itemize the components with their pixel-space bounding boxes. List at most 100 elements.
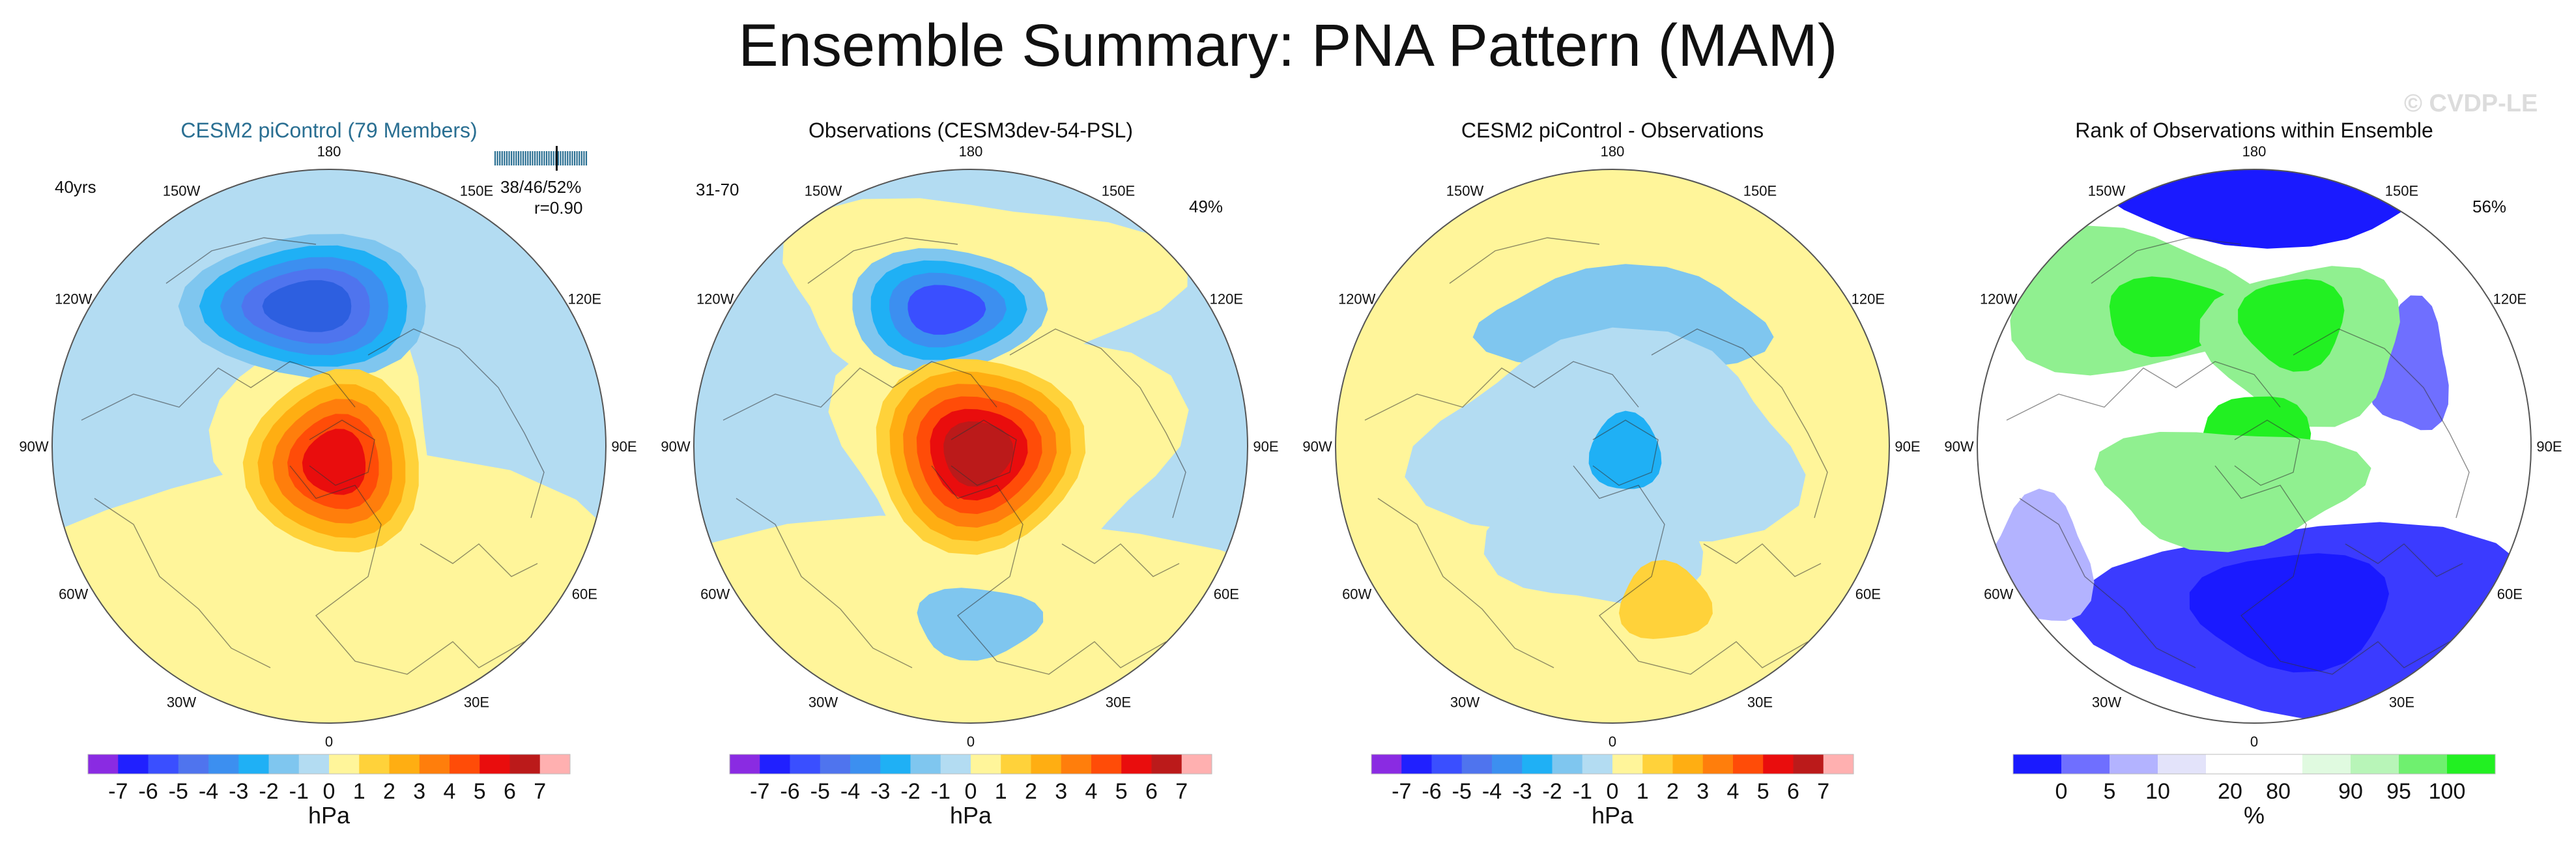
panel-4-colorbar-swatch-0: [2013, 754, 2062, 774]
panel-2-lon-11: 150W: [805, 183, 842, 199]
panel-3-colorbar-swatch-6: [1552, 754, 1583, 774]
panel-2-colorbar-swatch-1: [760, 754, 790, 774]
watermark: © CVDP-LE: [2404, 90, 2538, 117]
panel-1-lon-5: 30E: [464, 694, 489, 710]
panel-2-colorbar-label-6: -1: [931, 779, 951, 804]
panel-2-colorbar-swatch-8: [971, 754, 1001, 774]
panel-1-lon-6: 0: [325, 734, 333, 750]
panel-4-lon-3: 90E: [2536, 438, 2562, 455]
panel-1-colorbar-swatch-3: [178, 754, 209, 774]
panel-2-colorbar-label-11: 4: [1085, 779, 1098, 804]
panel-3-colorbar-label-0: -7: [1392, 779, 1411, 804]
panel-1-ensemble-strip: [494, 146, 588, 171]
panel-3-coast-0: [1364, 361, 1639, 421]
panel-1-years: 40yrs: [55, 177, 96, 197]
panel-4-lon-2: 120E: [2493, 291, 2526, 307]
panel-3-lon-4: 60E: [1855, 586, 1881, 603]
panel-1-colorbar-label-6: -1: [289, 779, 309, 804]
panel-4-coast-5: [2345, 543, 2463, 577]
panel-2-colorbar-label-14: 7: [1175, 779, 1188, 804]
panel-2-region-5: [917, 588, 1044, 661]
panel-1-lon-4: 60E: [572, 586, 597, 603]
panel-2-coast-0: [723, 361, 997, 421]
panel-2-colorbar-swatch-10: [1031, 754, 1062, 774]
panel-1-lon-8: 60W: [59, 586, 88, 603]
panel-3-colorbar-swatch-15: [1823, 754, 1854, 774]
panel-3-colorbar-label-7: 0: [1607, 779, 1619, 804]
panel-3-colorbar-label-5: -2: [1542, 779, 1562, 804]
panel-2-colorbar-unit: hPa: [950, 802, 992, 829]
panel-1-colorbar-label-12: 5: [474, 779, 486, 804]
panel-2-coast-1: [931, 465, 1167, 675]
panel-1-colorbar-swatch-13: [479, 754, 510, 774]
panel-4-map: 180 150E 120E 90E 60E 30E 0 30W 60W 90W 120W 150W 0 5…: [1944, 143, 2562, 829]
panel-2-contour-4-5: [943, 421, 1014, 487]
panel-3-colorbar-label-11: 4: [1727, 779, 1739, 804]
panel-1-field: [52, 169, 606, 723]
panel-3-colorbar-swatch-7: [1582, 754, 1613, 774]
panel-4-colorbar-swatch-5: [2254, 754, 2303, 774]
panel-3-lon-0: 180: [1601, 143, 1625, 160]
panel-1-colorbar-label-2: -5: [169, 779, 188, 804]
panel-3-colorbar-label-1: -6: [1422, 779, 1441, 804]
panel-2-percent: 49%: [1189, 197, 1224, 216]
panel-2-colorbar-label-4: -3: [870, 779, 890, 804]
panel-2-lon-8: 60W: [700, 586, 730, 603]
panel-1-colorbar-frame: [87, 754, 571, 775]
panel-3-lon-10: 120W: [1338, 291, 1376, 307]
panel-2-colorbar-label-9: 2: [1025, 779, 1037, 804]
panel-3-rim: [1335, 169, 1890, 724]
panel-3-coast-1: [1573, 465, 1809, 675]
panel-4-colorbar-label-5: 90: [2338, 779, 2363, 804]
panel-4-lon-1: 150E: [2385, 183, 2418, 199]
panel-3-colorbar-label-3: -4: [1482, 779, 1502, 804]
panel-2-colorbar-label-1: -6: [780, 779, 799, 804]
panel-1-colorbar-swatch-12: [450, 754, 480, 774]
panel-1-coast-2: [367, 328, 545, 519]
panel-4-lon-11: 150W: [2088, 183, 2126, 199]
panel-3-colorbar-label-14: 7: [1817, 779, 1829, 804]
panel-2-contour-3-3: [908, 285, 986, 335]
panel-2-colorbar-label-12: 5: [1115, 779, 1128, 804]
panel-1-coastlines: [81, 237, 545, 675]
panel-1-coast-5: [420, 543, 538, 577]
panel-2-colorbar-swatch-6: [910, 754, 941, 774]
panel-4-coastlines: [2006, 237, 2470, 675]
panel-1-coast-6: [165, 237, 317, 284]
panel-2-rim: [693, 169, 1248, 724]
panel-1-lon-10: 120W: [55, 291, 93, 307]
panel-3-colorbar-label-8: 1: [1637, 779, 1649, 804]
panel-1-colorbar-label-10: 3: [413, 779, 425, 804]
panel-3-region-4: [1619, 560, 1713, 639]
panel-1-lon-3: 90E: [611, 438, 637, 455]
panel-1-colorbar-label-7: 0: [323, 779, 336, 804]
panel-3-colorbar-swatch-13: [1763, 754, 1794, 774]
panel-4-colorbar-frame: [2012, 754, 2496, 775]
panel-4-lon-5: 30E: [2389, 694, 2414, 710]
panel-1-colorbar-label-3: -4: [199, 779, 218, 804]
panel-1-lon-1: 150E: [460, 183, 493, 199]
panel-1-colorbar: -7 -6 -5 -4 -3 -2 -1 0 1 2 3 4 5 6 7 hPa: [87, 754, 571, 829]
panel-3-colorbar-label-10: 3: [1696, 779, 1709, 804]
panel-3-lon-2: 120E: [1852, 291, 1885, 307]
panel-1-colorbar-swatch-15: [539, 754, 571, 774]
panel-1-contour-2-4: [262, 280, 352, 332]
panel-1-map: 180 150E 120E 90E 60E 30E 0 30W 60W 90W 120W 150W -7…: [19, 143, 637, 829]
panel-3-colorbar-swatch-8: [1612, 754, 1643, 774]
panel-1-colorbar-swatch-9: [359, 754, 390, 774]
panel-4-colorbar-swatch-7: [2351, 754, 2399, 774]
panel-3-lon-6: 0: [1609, 734, 1616, 750]
panel-4-colorbar-label-6: 95: [2386, 779, 2411, 804]
panel-3-lon-9: 90W: [1302, 438, 1332, 455]
panel-2-colorbar-swatch-0: [730, 754, 760, 774]
panel-1-rim: [51, 169, 607, 724]
panel-4-coast-6: [2091, 237, 2242, 284]
panel-2-colorbar-label-2: -5: [810, 779, 830, 804]
panel-3-colorbar-label-12: 5: [1757, 779, 1769, 804]
panel-2-lon-3: 90E: [1253, 438, 1278, 455]
panel-3-colorbar-label-6: -1: [1573, 779, 1592, 804]
panel-1-lon-2: 120E: [568, 291, 601, 307]
panel-4-coast-2: [2293, 328, 2470, 519]
panel-4-colorbar-swatch-2: [2110, 754, 2158, 774]
